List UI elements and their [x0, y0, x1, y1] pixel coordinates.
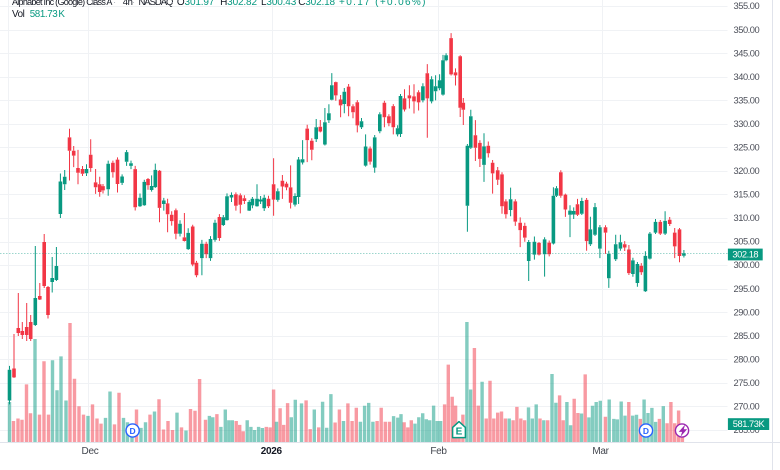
svg-text:310.00: 310.00	[734, 213, 760, 223]
svg-text:270.00: 270.00	[734, 402, 760, 412]
svg-text:275.00: 275.00	[734, 378, 760, 388]
svg-text:345.00: 345.00	[734, 48, 760, 58]
svg-text:305.00: 305.00	[734, 237, 760, 247]
svg-text:320.00: 320.00	[734, 166, 760, 176]
svg-text:350.00: 350.00	[734, 25, 760, 35]
svg-text:Mar: Mar	[592, 446, 609, 457]
svg-text:285.00: 285.00	[734, 331, 760, 341]
svg-text:335.00: 335.00	[734, 95, 760, 105]
svg-text:D: D	[643, 426, 649, 436]
svg-text:315.00: 315.00	[734, 190, 760, 200]
svg-text:290.00: 290.00	[734, 307, 760, 317]
svg-text:280.00: 280.00	[734, 354, 760, 364]
svg-text:Feb: Feb	[430, 446, 447, 457]
svg-text:300.00: 300.00	[734, 260, 760, 270]
svg-text:E: E	[456, 427, 463, 438]
svg-text:355.00: 355.00	[734, 1, 760, 11]
svg-text:Dec: Dec	[82, 446, 99, 457]
svg-text:581.73K: 581.73K	[733, 419, 766, 429]
svg-text:302.18: 302.18	[732, 250, 758, 260]
svg-text:265.00: 265.00	[734, 425, 760, 435]
svg-text:330.00: 330.00	[734, 119, 760, 129]
svg-text:2026: 2026	[261, 446, 283, 457]
svg-text:D: D	[130, 426, 136, 436]
svg-text:295.00: 295.00	[734, 284, 760, 294]
svg-text:325.00: 325.00	[734, 143, 760, 153]
svg-text:340.00: 340.00	[734, 72, 760, 82]
